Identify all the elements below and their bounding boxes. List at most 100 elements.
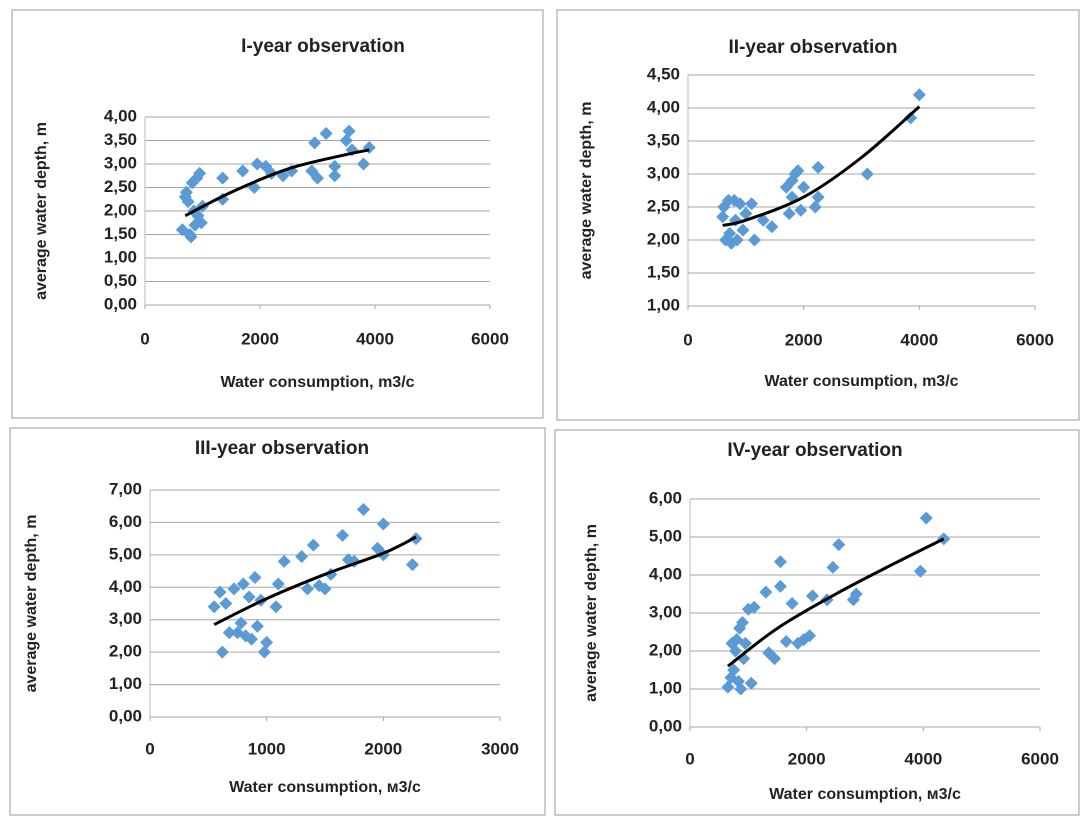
scatter-point	[236, 577, 250, 591]
y-tick-label: 1,00	[109, 674, 142, 693]
x-tick-label: 2000	[241, 329, 279, 348]
y-tick-label: 3,00	[649, 602, 682, 621]
y-axis-label: average water depth, m	[583, 524, 600, 702]
y-tick-label: 2,50	[647, 196, 680, 215]
trend-line	[184, 148, 370, 218]
scatter-point	[765, 220, 779, 234]
scatter-point	[260, 635, 274, 649]
scatter-point	[271, 577, 285, 591]
scatter-point	[768, 652, 782, 666]
y-tick-label: 2,00	[649, 640, 682, 659]
scatter-point	[328, 159, 342, 173]
y-tick-label: 1,50	[104, 224, 137, 243]
y-tick-label: 0,50	[104, 271, 137, 290]
x-tick-label: 6000	[1021, 749, 1059, 768]
panel	[11, 9, 544, 419]
y-tick-label: 4,00	[647, 97, 680, 116]
scatter-point	[785, 597, 799, 610]
scatter-point	[248, 571, 262, 585]
scatter-point	[179, 185, 193, 199]
x-tick-label: 4000	[356, 329, 394, 348]
scatter-point	[308, 136, 322, 150]
scatter-point	[773, 579, 787, 593]
scatter-point	[219, 597, 233, 610]
y-tick-label: 6,00	[109, 512, 142, 531]
scatter-point	[234, 616, 248, 630]
x-tick-label: 0	[685, 749, 694, 768]
y-tick-label: 1,50	[647, 262, 680, 281]
scatter-point	[912, 88, 926, 102]
y-tick-label: 3,00	[647, 163, 680, 182]
chart-title: IV-year observation	[727, 440, 902, 461]
scatter-point	[791, 164, 805, 178]
scatter-point	[832, 538, 846, 552]
y-tick-label: 4,00	[104, 106, 137, 125]
scatter-point	[216, 171, 230, 185]
scatter-point	[318, 582, 332, 596]
scatter-point	[319, 126, 333, 140]
scatter-point	[736, 616, 749, 629]
scatter-point	[306, 538, 320, 552]
x-tick-label: 4000	[904, 749, 942, 768]
scatter-point	[277, 554, 291, 568]
scatter-point	[808, 200, 822, 214]
scatter-point	[328, 169, 342, 183]
y-tick-label: 5,00	[109, 544, 142, 563]
scatter-point	[759, 585, 773, 599]
scatter-point	[919, 511, 933, 525]
scatter-point	[739, 207, 753, 221]
scatter-point	[797, 180, 811, 194]
scatter-point	[806, 589, 819, 603]
y-tick-label: 0,00	[104, 294, 137, 313]
x-tick-label: 0	[140, 329, 149, 348]
scatter-point	[215, 645, 229, 659]
scatter-point	[811, 190, 825, 204]
scatter-point	[342, 124, 356, 138]
scatter-point	[311, 171, 324, 185]
y-tick-label: 2,00	[647, 229, 680, 248]
scatter-point	[184, 230, 198, 244]
scatter-point	[406, 558, 419, 572]
x-tick-label: 2000	[785, 330, 823, 349]
scatter-point	[734, 682, 748, 696]
scatter-point	[716, 210, 730, 224]
x-axis-label: Water consumption, m3/c	[764, 373, 958, 390]
scatter-point	[245, 632, 258, 646]
x-axis-label: Water consumption, м3/с	[229, 779, 421, 796]
scatter-point	[779, 635, 793, 648]
y-tick-label: 1,00	[649, 678, 682, 697]
y-tick-label: 4,50	[647, 64, 680, 83]
y-tick-label: 3,50	[104, 130, 137, 149]
scatter-point	[727, 663, 741, 677]
scatter-point	[756, 213, 770, 227]
scatter-point	[794, 203, 808, 217]
scatter-point	[773, 555, 787, 569]
scatter-point	[357, 157, 370, 171]
x-tick-label: 1000	[248, 739, 286, 758]
scatter-point	[736, 223, 750, 237]
scatter-point	[227, 582, 241, 596]
scatter-point	[222, 626, 236, 640]
y-tick-label: 4,00	[649, 564, 682, 583]
y-axis-label: average water depth, m	[33, 122, 50, 300]
y-tick-label: 0,00	[649, 716, 682, 735]
scatter-point	[193, 166, 207, 180]
chart-title: II-year observation	[729, 37, 898, 58]
y-tick-label: 3,00	[109, 609, 142, 628]
scatter-point	[213, 585, 227, 599]
scatter-point	[339, 134, 353, 147]
panel	[9, 427, 546, 816]
scatter-point	[729, 644, 742, 658]
y-tick-label: 3,50	[647, 130, 680, 149]
trend-line	[213, 535, 417, 626]
scatter-point	[826, 560, 840, 574]
scatter-point	[723, 226, 737, 240]
scatter-point	[295, 549, 309, 563]
x-axis-label: Water consumption, м3/с	[769, 786, 961, 803]
scatter-point	[860, 167, 874, 181]
y-tick-label: 3,00	[104, 153, 137, 172]
scatter-point	[181, 195, 195, 209]
scatter-point	[721, 680, 735, 694]
